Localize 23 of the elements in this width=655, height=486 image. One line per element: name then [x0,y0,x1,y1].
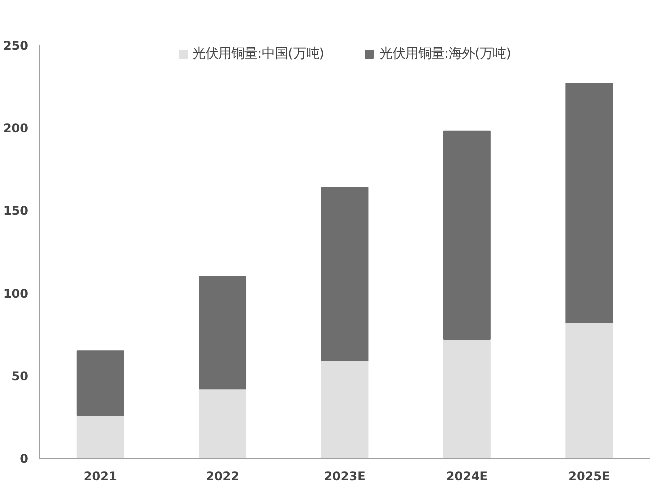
bar [76,415,124,458]
x-tick-label: 2021 [84,470,118,484]
bar [443,130,491,340]
y-tick-label: 50 [12,369,29,384]
x-tick-label: 2022 [206,470,240,484]
x-tick-label: 2025E [568,470,610,484]
x-tick-label: 2023E [324,470,366,484]
bar [321,187,369,362]
y-tick-label: 150 [3,204,29,218]
legend-label: 光伏用铜量:海外(万吨) [380,46,512,63]
y-tick-label: 0 [20,452,29,466]
bar [321,360,369,458]
x-tick-label: 2024E [446,470,488,484]
y-tick-label: 200 [3,122,29,136]
bar [76,350,124,416]
bar [566,322,614,458]
bar [199,388,247,458]
legend-label: 光伏用铜量:中国(万吨) [192,46,324,63]
y-tick-label: 250 [3,39,29,53]
y-tick-label: 100 [3,286,29,301]
bar [443,339,491,458]
bar [566,82,614,324]
bar [199,276,247,390]
